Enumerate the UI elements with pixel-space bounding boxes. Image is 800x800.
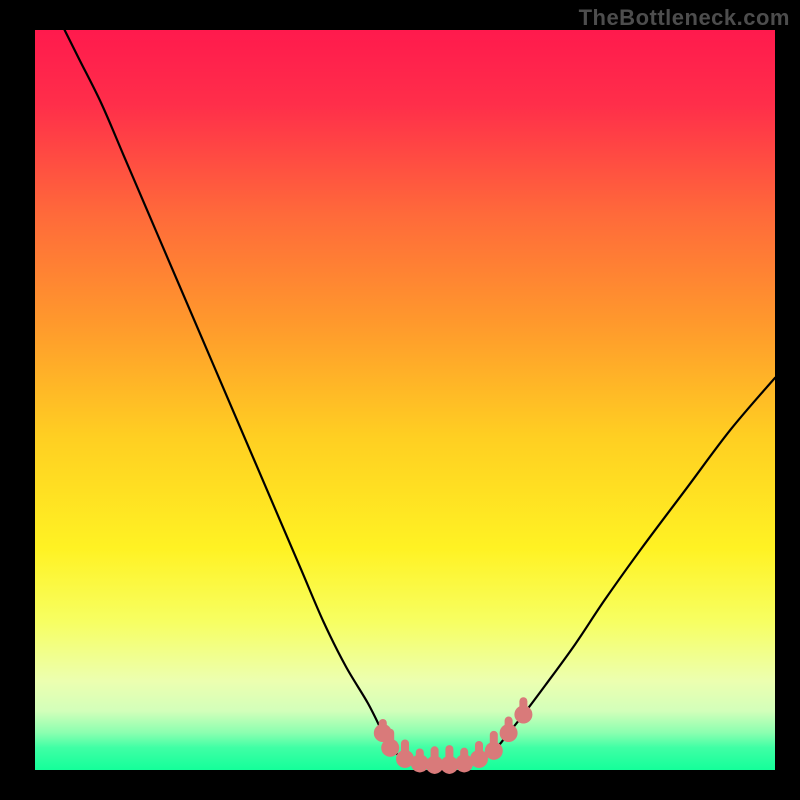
chart-svg xyxy=(0,0,800,800)
curve-marker-dot xyxy=(500,724,518,742)
plot-background xyxy=(35,30,775,770)
curve-marker-dot xyxy=(381,739,399,757)
chart-stage: TheBottleneck.com xyxy=(0,0,800,800)
curve-marker-dot xyxy=(514,706,532,724)
curve-marker-dot xyxy=(485,742,503,760)
